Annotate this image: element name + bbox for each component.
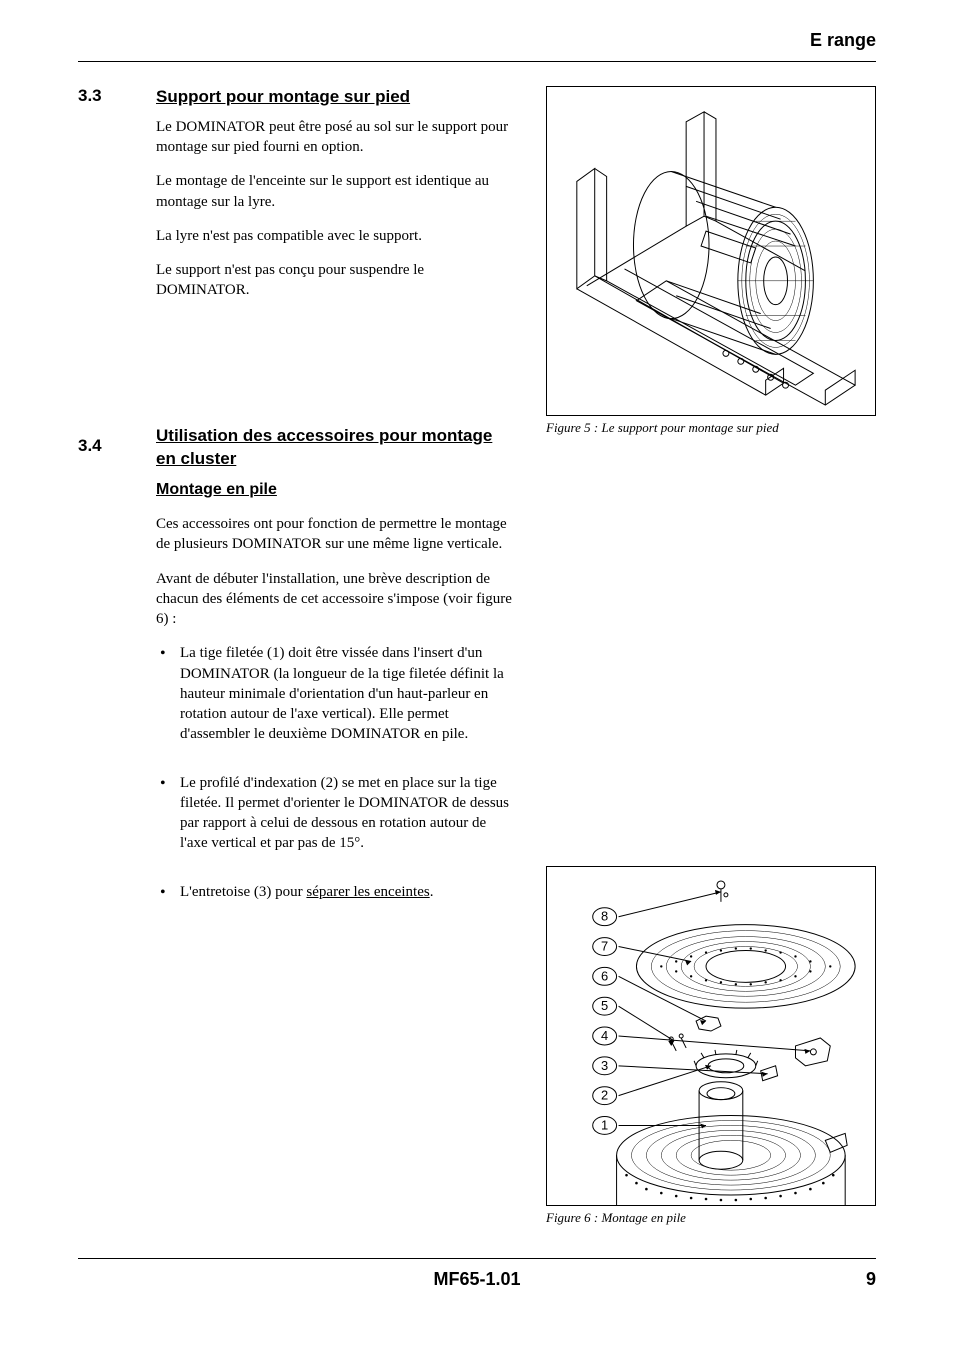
para-3-4-2: Avant de débuter l'installation, une brè… (156, 569, 512, 630)
figure-1-illustration (547, 87, 875, 415)
bullet-3: L'entretoise (3) pour séparer les encein… (180, 882, 512, 902)
callout-4: 4 (601, 1028, 608, 1043)
callout-2: 2 (601, 1088, 608, 1103)
footer-page-number: 9 (866, 1269, 876, 1290)
section-number-3-3: 3.3 (78, 86, 132, 106)
callout-8: 8 (601, 909, 608, 924)
bullet-2: Le profilé d'indexation (2) se met en pl… (180, 773, 512, 854)
para-3-4-1: Ces accessoires ont pour fonction de per… (156, 514, 512, 555)
footer-doc-ref: MF65-1.01 (433, 1269, 520, 1290)
bullet-3-under: séparer les enceintes (306, 884, 429, 900)
bullet-3-pre: L'entretoise (3) pour (180, 884, 306, 900)
callout-6: 6 (601, 968, 608, 983)
content-area: 3.3 3.4 Support pour montage sur pied Le… (78, 86, 876, 1226)
figure-2-illustration: 8 7 6 5 4 3 2 1 (547, 867, 875, 1205)
callout-1: 1 (601, 1117, 608, 1132)
callout-5: 5 (601, 998, 608, 1013)
bullet-3-post: . (430, 884, 434, 900)
subsection-title-pile: Montage en pile (156, 479, 512, 501)
bullet-1: La tige filetée (1) doit être vissée dan… (180, 643, 512, 744)
body-text-column: Support pour montage sur pied Le DOMINAT… (156, 86, 512, 1226)
section-title-3-3: Support pour montage sur pied (156, 86, 512, 109)
section-number-column: 3.3 3.4 (78, 86, 132, 1226)
para-3-3-3: La lyre n'est pas compatible avec le sup… (156, 226, 512, 246)
bullet-list: La tige filetée (1) doit être vissée dan… (156, 643, 512, 902)
figure-1-box (546, 86, 876, 416)
figure-1-caption: Figure 5 : Le support pour montage sur p… (536, 420, 876, 436)
para-3-3-4: Le support n'est pas conçu pour suspendr… (156, 260, 512, 301)
page-header-title: E range (78, 30, 876, 62)
figures-column: Figure 5 : Le support pour montage sur p… (536, 86, 876, 1226)
callout-3: 3 (601, 1058, 608, 1073)
para-3-3-2: Le montage de l'enceinte sur le support … (156, 171, 512, 212)
callout-7: 7 (601, 939, 608, 954)
section-number-3-4: 3.4 (78, 436, 132, 456)
figure-2-box: 8 7 6 5 4 3 2 1 (546, 866, 876, 1206)
page-footer: MF65-1.01 9 (78, 1258, 876, 1290)
figure-2-caption: Figure 6 : Montage en pile (536, 1210, 876, 1226)
para-3-3-1: Le DOMINATOR peut être posé au sol sur l… (156, 117, 512, 158)
section-title-3-4: Utilisation des accessoires pour montage… (156, 425, 512, 471)
